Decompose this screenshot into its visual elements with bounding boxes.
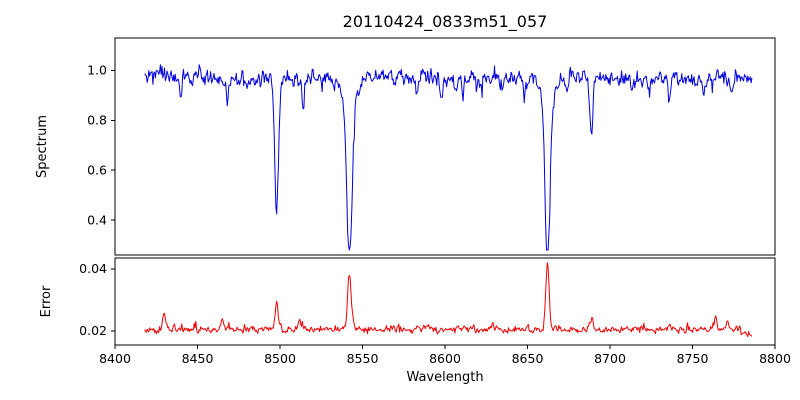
error-panel-border xyxy=(114,257,776,346)
spectrum-y-axis-label: Spectrum xyxy=(35,115,50,178)
y-tick-label: 0.04 xyxy=(79,261,107,276)
x-tick-label: 8750 xyxy=(677,351,709,366)
axes xyxy=(111,37,776,349)
x-tick-label: 8600 xyxy=(429,351,461,366)
x-tick-label: 8450 xyxy=(182,351,214,366)
tick-labels: 0.4 0.6 0.8 1.0 0.02 0.04 8400 8450 8500 8550 8600… xyxy=(79,63,791,366)
x-tick-label: 8500 xyxy=(264,351,296,366)
x-tick-label: 8700 xyxy=(594,351,626,366)
x-tick-label: 8800 xyxy=(759,351,791,366)
error-line xyxy=(144,262,753,338)
x-axis-label: Wavelength xyxy=(406,370,483,385)
y-tick-label: 1.0 xyxy=(87,63,107,78)
y-tick-label: 0.6 xyxy=(87,162,107,177)
error-y-axis-label: Error xyxy=(39,285,54,317)
x-tick-label: 8400 xyxy=(99,351,131,366)
chart-title: 20110424_0833m51_057 xyxy=(343,12,548,32)
y-tick-label: 0.8 xyxy=(87,113,107,128)
y-tick-label: 0.4 xyxy=(87,212,107,227)
y-tick-label: 0.02 xyxy=(79,323,107,338)
x-tick-label: 8550 xyxy=(347,351,379,366)
spectrum-panel-border xyxy=(114,37,776,256)
x-tick-label: 8650 xyxy=(512,351,544,366)
spectrum-line xyxy=(144,64,753,251)
